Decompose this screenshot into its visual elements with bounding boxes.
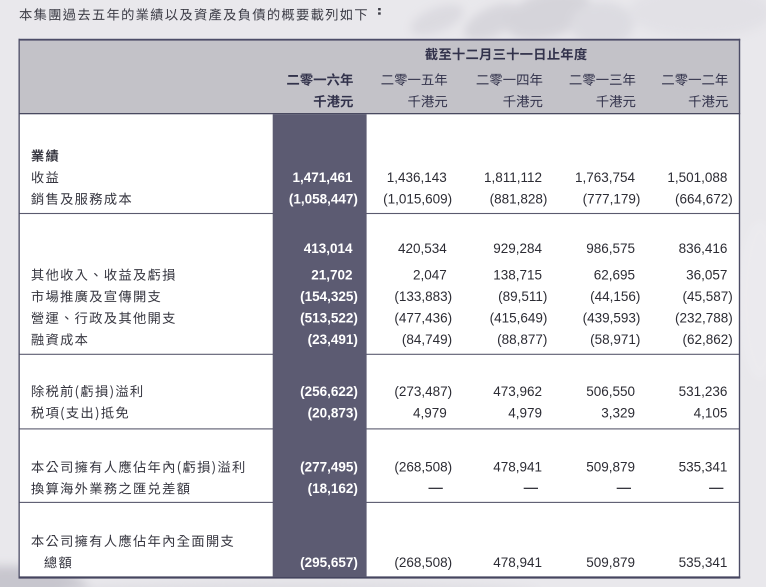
svg-text:420,534: 420,534: [398, 241, 447, 256]
svg-text:4,105: 4,105: [694, 405, 728, 420]
svg-text:509,879: 509,879: [586, 460, 635, 475]
svg-text:(277,495): (277,495): [300, 460, 358, 475]
svg-text:(1,058,447): (1,058,447): [289, 191, 358, 206]
svg-text:836,416: 836,416: [679, 241, 728, 256]
svg-text:(44,156): (44,156): [590, 289, 640, 304]
svg-text:(84,749): (84,749): [402, 332, 452, 347]
svg-text:(154,325): (154,325): [300, 289, 358, 304]
svg-text:1,501,088: 1,501,088: [667, 170, 727, 185]
svg-text:478,941: 478,941: [493, 555, 542, 570]
svg-text:3,329: 3,329: [601, 405, 635, 420]
svg-text:478,941: 478,941: [493, 460, 542, 475]
svg-text:(777,179): (777,179): [583, 191, 641, 206]
svg-text:506,550: 506,550: [586, 384, 635, 399]
svg-text:(18,162): (18,162): [308, 481, 358, 496]
svg-text:531,236: 531,236: [679, 384, 728, 399]
svg-text:(268,508): (268,508): [394, 555, 452, 570]
svg-text:929,284: 929,284: [493, 241, 542, 256]
svg-text:(45,587): (45,587): [683, 289, 733, 304]
svg-text:(232,788): (232,788): [675, 311, 733, 326]
svg-text:(62,862): (62,862): [683, 332, 733, 347]
svg-text:138,715: 138,715: [493, 267, 542, 282]
svg-text:535,341: 535,341: [679, 555, 728, 570]
svg-text:986,575: 986,575: [586, 241, 635, 256]
svg-text:(256,622): (256,622): [300, 384, 358, 399]
svg-text:1,811,112: 1,811,112: [484, 170, 542, 185]
svg-text:(415,649): (415,649): [490, 311, 548, 326]
svg-text:2,047: 2,047: [413, 267, 447, 282]
svg-text:(439,593): (439,593): [583, 311, 641, 326]
svg-text:535,341: 535,341: [679, 460, 728, 475]
svg-text:(268,508): (268,508): [394, 460, 452, 475]
svg-text:(133,883): (133,883): [394, 289, 452, 304]
svg-text:(58,971): (58,971): [590, 332, 640, 347]
svg-text:21,702: 21,702: [311, 267, 352, 282]
svg-text:(88,877): (88,877): [497, 332, 547, 347]
svg-text:4,979: 4,979: [413, 405, 447, 420]
svg-text:(664,672): (664,672): [675, 191, 733, 206]
svg-text:(1,015,609): (1,015,609): [383, 191, 452, 206]
svg-text:(513,522): (513,522): [300, 311, 358, 326]
svg-text:1,763,754: 1,763,754: [575, 170, 636, 185]
svg-text:509,879: 509,879: [586, 555, 635, 570]
svg-text:(881,828): (881,828): [490, 191, 548, 206]
svg-text:(273,487): (273,487): [394, 384, 452, 399]
svg-text:1,471,461: 1,471,461: [292, 170, 353, 185]
svg-text:413,014: 413,014: [304, 241, 353, 256]
svg-text:4,979: 4,979: [508, 405, 542, 420]
svg-text:(477,436): (477,436): [394, 311, 452, 326]
svg-text:1,436,143: 1,436,143: [387, 170, 447, 185]
svg-text:(89,511): (89,511): [498, 289, 547, 304]
svg-text:473,962: 473,962: [493, 384, 542, 399]
svg-text:62,695: 62,695: [594, 267, 635, 282]
svg-text:(295,657): (295,657): [300, 555, 358, 570]
svg-text:36,057: 36,057: [686, 267, 727, 282]
svg-text:(20,873): (20,873): [308, 405, 358, 420]
svg-text:(23,491): (23,491): [308, 332, 358, 347]
